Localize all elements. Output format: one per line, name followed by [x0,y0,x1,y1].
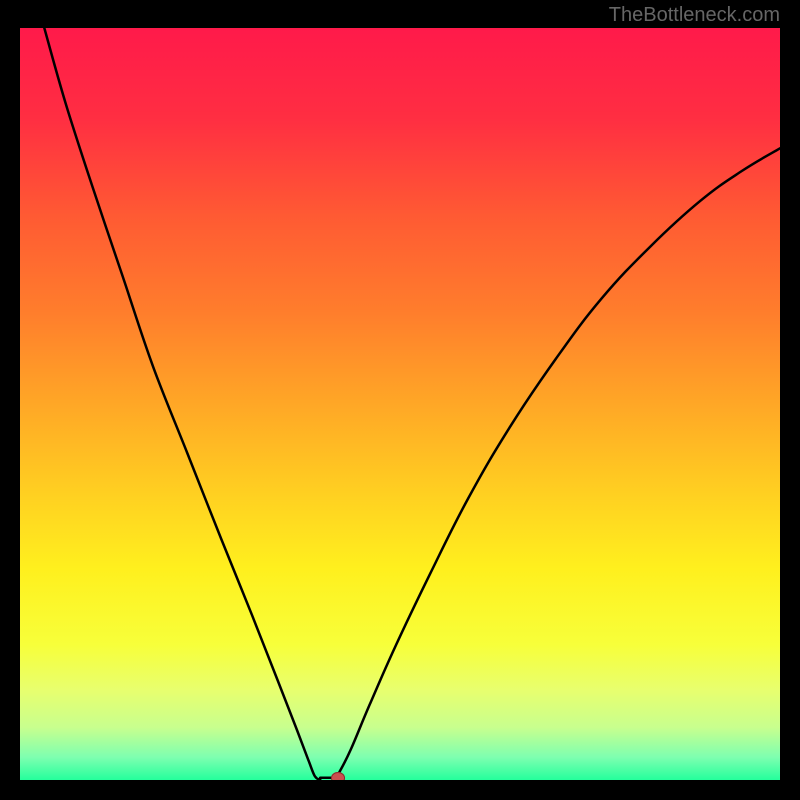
plot-area [20,28,780,780]
bottleneck-curve [20,28,780,780]
optimal-point-marker [331,772,345,780]
watermark-text: TheBottleneck.com [609,4,780,27]
